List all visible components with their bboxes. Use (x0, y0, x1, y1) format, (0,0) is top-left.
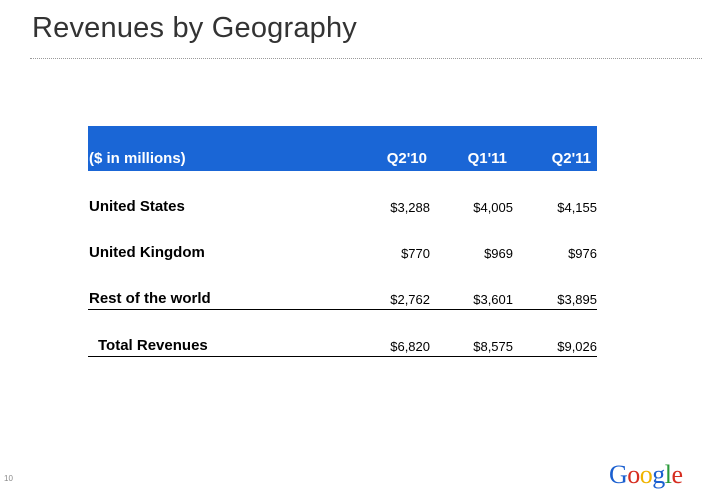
table-row-total-revenues: Total Revenues $6,820 $8,575 $9,026 (88, 310, 597, 357)
revenue-table: ($ in millions) Q2'10 Q1'11 Q2'11 United… (88, 126, 597, 357)
value-q2-10: $6,820 (390, 339, 430, 354)
header-q2-10: Q2'10 (386, 150, 427, 167)
header-q2-11: Q2'11 (551, 150, 591, 167)
table-row-united-states: United States $3,288 $4,005 $4,155 (88, 171, 597, 217)
header-q1-11: Q1'11 (467, 150, 507, 167)
logo-letter: o (639, 460, 653, 489)
value-q2-10: $2,762 (390, 292, 430, 307)
header-units: ($ in millions) (89, 150, 186, 167)
value-q2-11: $9,026 (557, 339, 597, 354)
table-row-united-kingdom: United Kingdom $770 $969 $976 (88, 217, 597, 263)
value-q2-11: $3,895 (557, 292, 597, 307)
value-q2-10: $3,288 (390, 200, 430, 215)
row-label: Total Revenues (98, 337, 208, 354)
row-label: Rest of the world (89, 290, 211, 307)
logo-letter: e (671, 460, 684, 489)
title-divider (30, 58, 702, 59)
value-q1-11: $3,601 (473, 292, 513, 307)
row-label: United States (89, 198, 185, 215)
value-q1-11: $969 (484, 246, 513, 261)
logo-letter: l (664, 460, 672, 489)
table-row-rest-of-world: Rest of the world $2,762 $3,601 $3,895 (88, 263, 597, 310)
value-q1-11: $4,005 (473, 200, 513, 215)
logo-letter: g (652, 460, 665, 489)
google-logo: Google (609, 460, 683, 490)
slide-title: Revenues by Geography (32, 12, 358, 44)
row-label: United Kingdom (89, 244, 205, 261)
value-q2-11: $4,155 (557, 200, 597, 215)
table-header: ($ in millions) Q2'10 Q1'11 Q2'11 (88, 126, 597, 171)
page-number: 10 (4, 474, 13, 483)
value-q2-11: $976 (568, 246, 597, 261)
logo-letter: o (627, 460, 640, 489)
logo-letter: G (609, 460, 628, 489)
value-q1-11: $8,575 (473, 339, 513, 354)
value-q2-10: $770 (401, 246, 430, 261)
